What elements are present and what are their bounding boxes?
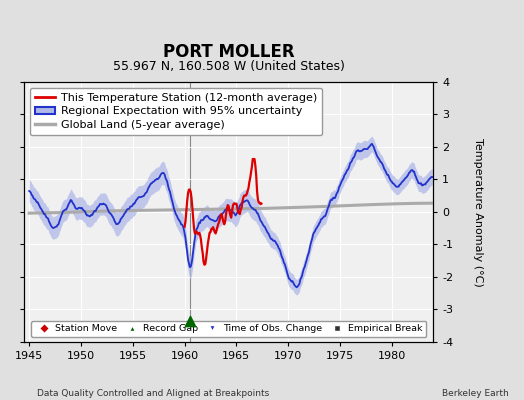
Text: Berkeley Earth: Berkeley Earth bbox=[442, 389, 508, 398]
Title: PORT MOLLER: PORT MOLLER bbox=[163, 43, 294, 61]
Point bbox=[185, 318, 194, 324]
Legend: Station Move, Record Gap, Time of Obs. Change, Empirical Break: Station Move, Record Gap, Time of Obs. C… bbox=[31, 321, 427, 337]
Text: Data Quality Controlled and Aligned at Breakpoints: Data Quality Controlled and Aligned at B… bbox=[37, 389, 269, 398]
Text: 55.967 N, 160.508 W (United States): 55.967 N, 160.508 W (United States) bbox=[113, 60, 345, 73]
Y-axis label: Temperature Anomaly (°C): Temperature Anomaly (°C) bbox=[473, 138, 483, 286]
